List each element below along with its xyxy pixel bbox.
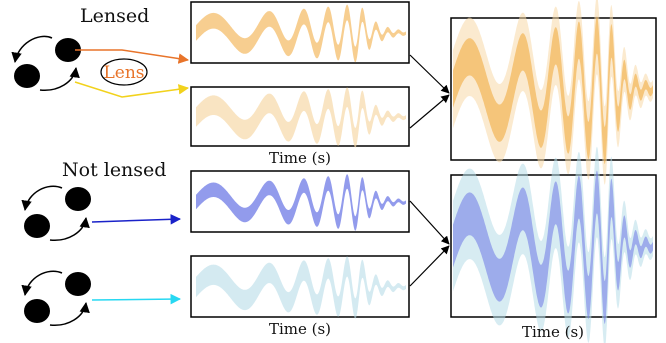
- arrow-unlensed-1-to-combined: [409, 200, 450, 245]
- waveform-band: [196, 174, 406, 231]
- waveform-lensed-1: [196, 4, 406, 63]
- lens-rays: Lens: [74, 49, 190, 98]
- waveform-band: [196, 87, 406, 148]
- arrow-lensed-2-to-combined: [409, 94, 450, 129]
- blue-ray: [91, 214, 182, 225]
- waveform-band: [196, 256, 406, 319]
- waveform-band: [196, 4, 406, 63]
- time-axis-label-combined: Time (s): [522, 323, 584, 341]
- waveform-unlensed-combined: [453, 146, 653, 343]
- waveform-lensed-2: [196, 87, 406, 148]
- binary-system-unlensed-1: [21, 185, 91, 241]
- binary-system-lensed: [11, 35, 81, 91]
- time-axis-label-lensed: Time (s): [269, 149, 331, 167]
- binary-system-unlensed-2: [21, 270, 91, 326]
- waveform-unlensed-2: [196, 256, 406, 319]
- cyan-ray: [91, 293, 182, 305]
- waveform-unlensed-1: [196, 174, 406, 231]
- waveform-band: [453, 170, 653, 324]
- arrow-lensed-1-to-combined: [409, 54, 450, 94]
- not-lensed-label: Not lensed: [62, 159, 166, 181]
- waveform-band: [453, 16, 653, 164]
- waveform-lensed-combined: [453, 0, 653, 185]
- lens-label: Lens: [103, 63, 144, 83]
- time-axis-label-unlensed: Time (s): [269, 320, 331, 338]
- arrow-unlensed-2-to-combined: [409, 245, 450, 287]
- lensed-label: Lensed: [80, 5, 149, 27]
- lens-ellipse: [100, 58, 148, 86]
